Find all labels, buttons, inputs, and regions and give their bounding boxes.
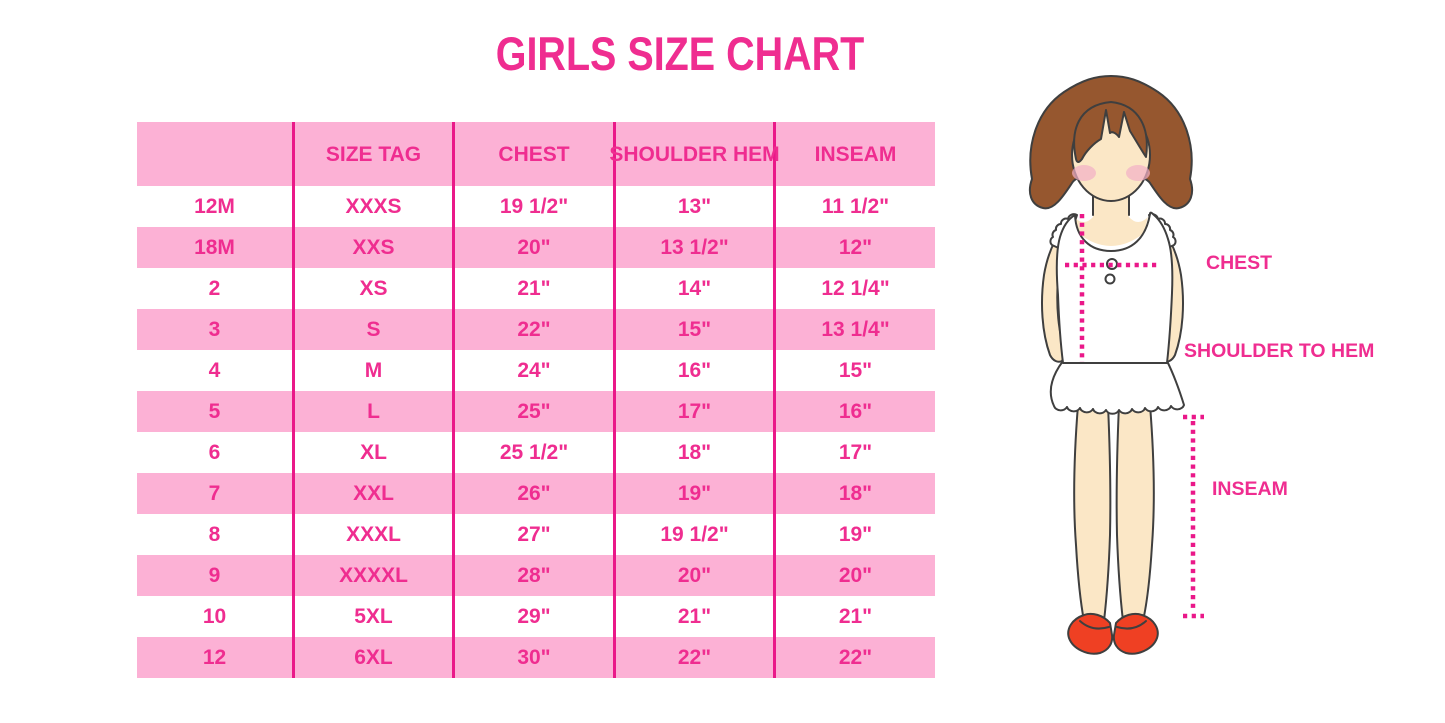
table-cell: 16" [616,350,776,391]
table-row: 6 XL 25 1/2" 18" 17" [137,432,935,473]
table-row: 12 6XL 30" 22" 22" [137,637,935,678]
table-cell: 8 [137,514,295,555]
table-cell: 30" [455,637,616,678]
table-cell: 19" [838,523,873,546]
table-cell: 15" [838,359,873,382]
table-cell: 3 [137,309,295,350]
table-cell: XL [295,432,455,473]
girl-right-leg [1115,404,1155,622]
table-cell: 22" [455,309,616,350]
table-cell: M [295,350,455,391]
table-cell: 24" [455,350,616,391]
table-cell: 19 1/2" [616,514,776,555]
table-row: 7 XXL 26" 19" 18" [137,473,935,514]
table-row: 5 L 25" 17" 16" [137,391,935,432]
header-cell [137,122,295,186]
table-cell: 20" [838,564,873,587]
table-cell: L [295,391,455,432]
table-cell: 18" [616,432,776,473]
table-cell: 18M [137,227,295,268]
table-cell: 12" [838,236,873,259]
table-cell: 25 1/2" [455,432,616,473]
inseam-label: INSEAM [1212,478,1288,500]
table-cell: 27" [455,514,616,555]
table-cell: 6 [137,432,295,473]
table-cell: 18" [838,482,873,505]
girl-top [1055,211,1174,364]
table-cell: 19 1/2" [455,186,616,227]
table-cell: 29" [455,596,616,637]
table-cell: XS [295,268,455,309]
table-row: 2 XS 21" 14" 12 1/4" [137,268,935,309]
table-cell: 20" [455,227,616,268]
size-table: SIZE TAG CHEST SHOULDER HEM INSEAM 12M XXXS 1… [137,122,935,678]
table-cell: 12M [137,186,295,227]
table-cell: 9 [137,555,295,596]
table-cell: 20" [616,555,776,596]
table-cell: XXS [295,227,455,268]
girl-left-shoe-strap [1079,620,1110,630]
table-cell: 21" [455,268,616,309]
table-cell: 17" [616,391,776,432]
girl-bangs [1073,101,1148,163]
girl-right-blush [1126,165,1150,181]
table-row: 4 M 24" 16" 15" [137,350,935,391]
shoulder-to-hem-label: SHOULDER TO HEM [1184,340,1375,362]
table-row: 8 XXXL 27" 19 1/2" 19" [137,514,935,555]
size-table-head-row: SIZE TAG CHEST SHOULDER HEM INSEAM [137,122,935,186]
table-cell: 21" [838,605,873,628]
table-row: 18M XXS 20" 13 1/2" 12" [137,227,935,268]
girl-skirt [1049,360,1185,415]
girl-neck [1074,185,1148,246]
size-table-body: 12M XXXS 19 1/2" 13" 11 1/2" 18M XXS 20" 13 1/2"… [137,186,935,678]
table-row: 3 S 22" 15" 13 1/4" [137,309,935,350]
table-cell: 19" [616,473,776,514]
table-cell: 7 [137,473,295,514]
table-cell: 12 [137,637,295,678]
girl-right-shoe-strap [1116,620,1147,630]
girl-illustration [1028,75,1204,655]
girl-left-blush [1072,165,1096,181]
table-cell: 4 [137,350,295,391]
table-cell: 11 1/2" [821,195,890,218]
table-cell: 13" [616,186,776,227]
girl-top-button-2 [1104,273,1116,285]
table-cell: 5 [137,391,295,432]
chest-label: CHEST [1206,252,1273,274]
table-cell: 10 [137,596,295,637]
table-cell: XXXS [295,186,455,227]
table-cell: 26" [455,473,616,514]
table-cell: XXXL [295,514,455,555]
table-cell: 16" [838,400,873,423]
table-row: 9 XXXXL 28" 20" 20" [137,555,935,596]
table-row: 10 5XL 29" 21" 21" [137,596,935,637]
table-cell: XXL [295,473,455,514]
table-cell: 14" [616,268,776,309]
table-cell: 28" [455,555,616,596]
girl-left-shoe [1067,612,1114,655]
table-cell: S [295,309,455,350]
girl-left-leg [1073,404,1112,622]
girl-right-shoe [1112,612,1159,655]
table-cell: 6XL [295,637,455,678]
table-cell: 13 1/2" [616,227,776,268]
table-cell: 15" [616,309,776,350]
table-cell: 25" [455,391,616,432]
table-cell: 22" [616,637,776,678]
table-cell: 2 [137,268,295,309]
page-title: GIRLS SIZE CHART [495,27,865,80]
header-cell: SIZE TAG [295,122,455,186]
header-cell: CHEST [455,122,616,186]
table-cell: 5XL [295,596,455,637]
table-cell: 12 1/4" [821,277,890,300]
table-cell: 22" [838,646,873,669]
table-cell: 21" [616,596,776,637]
header-cell: INSEAM [814,142,897,166]
table-cell: 13 1/4" [821,318,890,341]
table-cell: XXXXL [295,555,455,596]
table-row: 12M XXXS 19 1/2" 13" 11 1/2" [137,186,935,227]
table-cell: 17" [838,441,873,464]
header-cell: SHOULDER HEM [609,122,780,186]
